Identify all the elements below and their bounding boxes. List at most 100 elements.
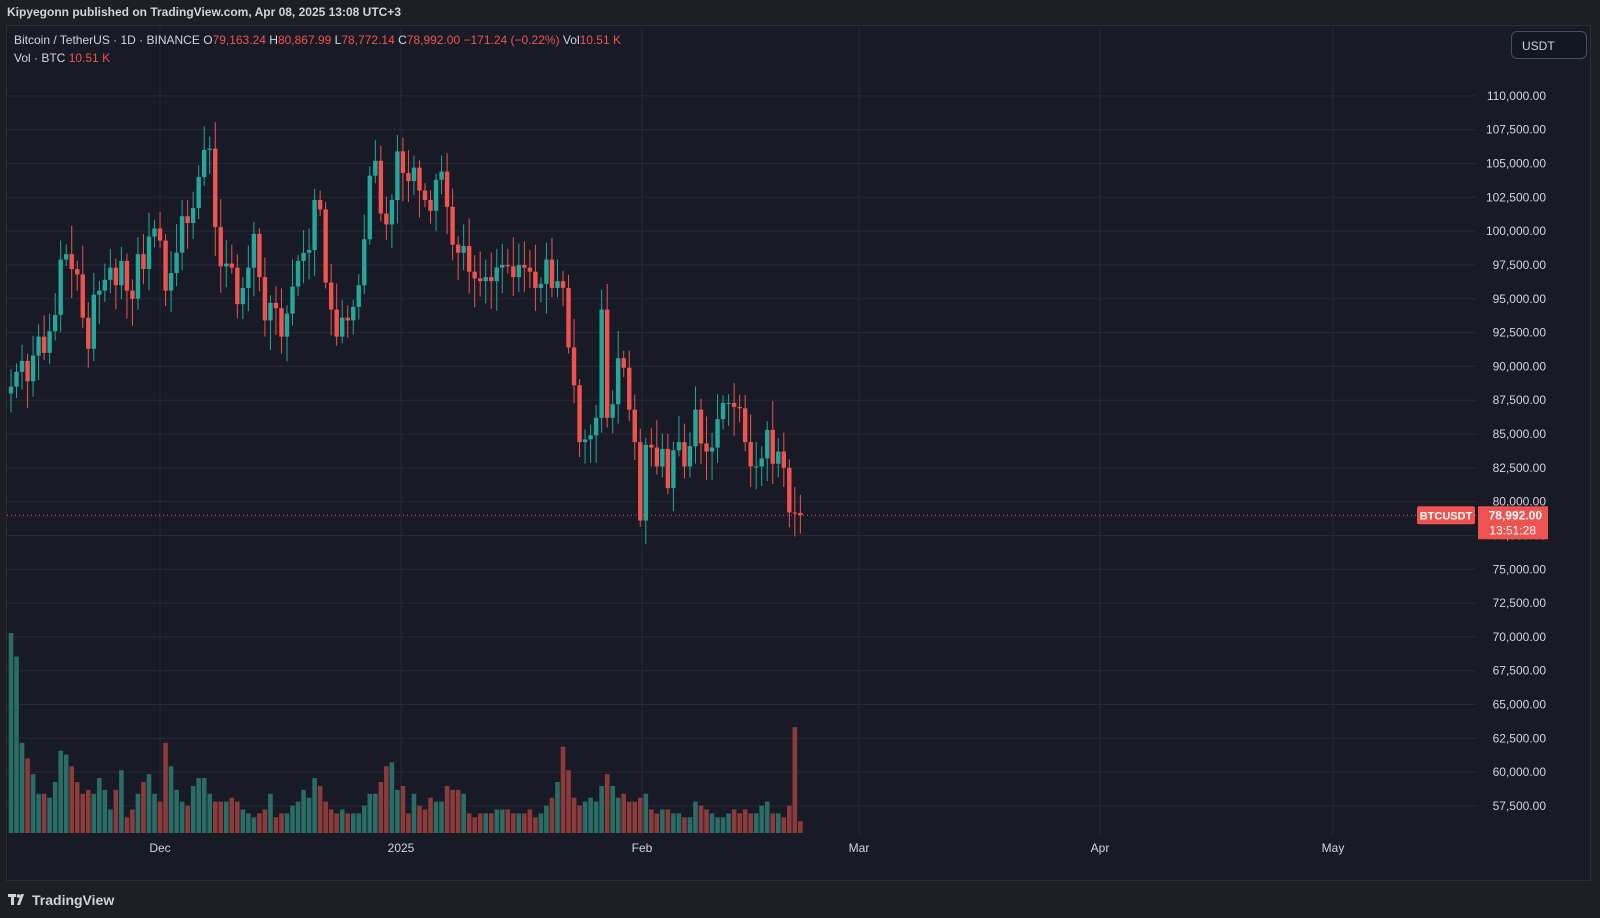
volume-bar [240,809,246,833]
volume-bar [488,813,494,833]
vol-value: 10.51 K [579,33,621,47]
candle-body [323,209,328,283]
y-tick-label: 85,000.00 [1493,427,1547,441]
volume-bar [593,801,599,833]
volume-bar [207,793,213,833]
volume-bar [406,813,411,833]
volume-bar [257,813,262,833]
candle-body [196,177,201,209]
candle-body [455,244,461,253]
candle-body [251,233,257,268]
open-label: O [203,33,213,47]
candle-body [273,302,279,309]
candle-body [549,259,555,288]
volume-bar [682,817,687,833]
candle-body [279,308,284,337]
volume-bar [660,809,665,833]
candle-body [174,252,179,274]
candle-body [218,227,223,267]
candle-body [124,260,130,291]
candle-body [787,467,792,513]
candle-body [108,267,113,280]
symbol-description[interactable]: Bitcoin / TetherUS · 1D · BINANCE [14,33,200,47]
candle-body [604,309,610,418]
volume-series-label[interactable]: Vol · BTC [14,51,66,65]
volume-bar [135,793,141,833]
candle-body [113,267,119,286]
volume-bar [157,801,163,833]
volume-bar [350,813,356,833]
candle-body [593,417,599,436]
y-tick-label: 80,000.00 [1493,495,1547,509]
volume-bar [720,817,726,833]
volume-bar [472,817,477,833]
candle-body [737,406,742,409]
candle-body [638,442,643,521]
candle-body [400,151,406,173]
volume-bar [610,785,615,833]
x-tick-label: Mar [849,841,870,855]
y-tick-label: 105,000.00 [1486,156,1546,170]
candle-body [384,213,389,225]
ohlc-legend: Bitcoin / TetherUS · 1D · BINANCE O79,16… [14,33,621,47]
volume-bar [395,789,400,833]
volume-bar [615,797,621,833]
candle-body [765,429,770,459]
candle-body [571,347,577,386]
y-tick-label: 67,500.00 [1493,664,1547,678]
price-tag [1478,506,1548,540]
candle-body [235,267,240,305]
candle-body [58,259,63,315]
volume-bar [179,801,185,833]
candle-body [64,254,69,260]
volume-bar [25,758,30,833]
volume-bar [124,817,130,833]
volume-bar [792,727,798,833]
candle-body [577,385,582,443]
candle-body [472,271,477,279]
volume-bar [97,778,102,833]
volume-bar [687,817,693,833]
tradingview-logo[interactable]: TradingView [8,892,114,908]
close-label: C [398,33,407,47]
volume-bar [422,809,428,833]
candle-body [621,358,626,368]
candle-body [340,317,345,337]
candle-body [351,306,356,321]
volume-bar [560,746,566,833]
candle-body [742,408,748,443]
candle-body [555,281,560,288]
volume-bar [141,782,146,833]
candle-body [146,236,152,269]
volume-bar [654,813,660,833]
candle-body [179,216,185,253]
candle-body [168,273,174,291]
currency-button[interactable]: USDT [1511,31,1587,59]
symbol-tag [1417,506,1475,525]
volume-bar [698,805,704,833]
candle-body [693,409,698,447]
volume-bar [279,813,284,833]
volume-bar [273,817,279,833]
volume-bar [400,785,406,833]
volume-bar [47,797,52,833]
volume-bar [168,766,174,833]
candle-body [422,190,428,201]
candle-body [649,444,654,448]
volume-bar [538,813,544,833]
volume-bar [726,813,731,833]
volume-bar [499,809,505,833]
volume-bar [284,813,290,833]
volume-bar [223,801,229,833]
candle-body [224,263,229,267]
candle-body [25,360,30,382]
y-tick-label: 70,000.00 [1493,630,1547,644]
candle-body [130,290,135,299]
candle-body [295,260,301,287]
candle-body [411,167,417,182]
volume-bar [676,813,682,833]
y-tick-label: 97,500.00 [1493,258,1547,272]
candle-body [395,151,400,201]
candle-body [306,250,312,253]
